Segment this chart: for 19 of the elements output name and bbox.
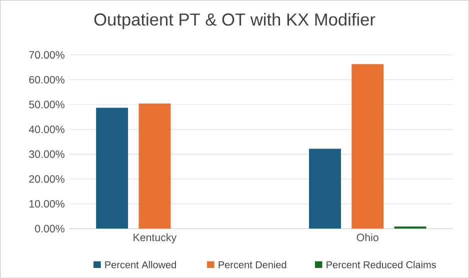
y-tick-label: 70.00%: [29, 51, 64, 59]
x-tick-label: Kentucky: [134, 233, 177, 244]
y-tick-label: 0.00%: [35, 224, 64, 232]
legend-label: Percent Denied: [218, 260, 286, 268]
y-tick-label: 60.00%: [29, 76, 64, 84]
y-tick-label: 40.00%: [28, 125, 64, 134]
y-tick-label: 20.00%: [29, 175, 64, 183]
chart-title: Outpatient PT & OT with KX Modifier: [94, 12, 376, 29]
legend-label: Percent Reduced Claims: [326, 260, 436, 268]
x-tick-label: Ohio: [356, 233, 378, 242]
bar: [394, 226, 426, 229]
y-tick-label: 30.00%: [29, 150, 64, 158]
legend-label: Percent Allowed: [105, 260, 176, 268]
y-tick-label: 10.00%: [29, 200, 64, 208]
bar: [352, 64, 384, 229]
bar: [308, 148, 341, 229]
y-tick-label: 50.00%: [29, 100, 64, 108]
bar: [96, 108, 128, 229]
bar: [138, 103, 171, 229]
